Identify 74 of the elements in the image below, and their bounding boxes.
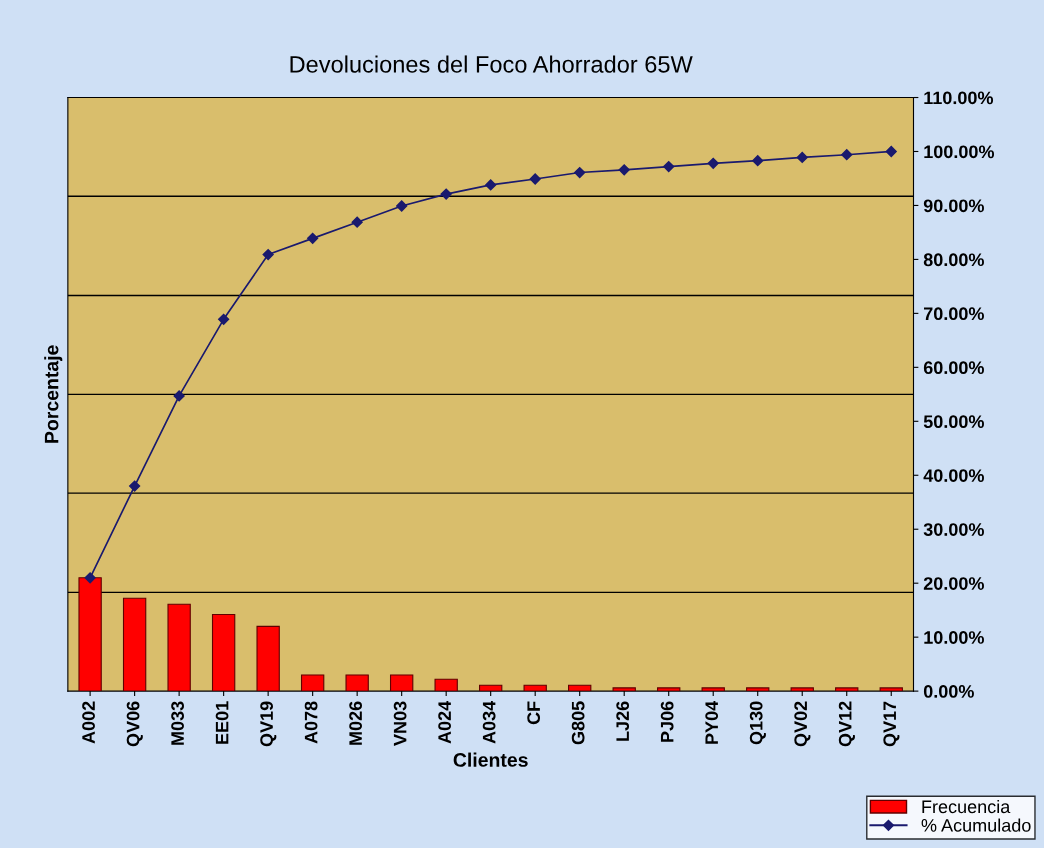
bar bbox=[300, 674, 325, 692]
x-tick-label: VN03 bbox=[393, 701, 407, 746]
x-tick-label: QV17 bbox=[883, 701, 900, 747]
y-tick-label: 30.00% bbox=[923, 523, 984, 536]
bar bbox=[612, 687, 636, 692]
point bbox=[218, 313, 230, 325]
legend-label: % Acumulado bbox=[921, 818, 1031, 832]
point bbox=[752, 155, 764, 167]
bar bbox=[657, 687, 681, 692]
y-tick-label: 0.00% bbox=[923, 685, 974, 698]
point bbox=[663, 160, 675, 173]
y-tick-label: 10.00% bbox=[924, 631, 984, 644]
point bbox=[485, 179, 497, 191]
x-tick-label: M026 bbox=[349, 701, 362, 745]
x-tick-label: QV06 bbox=[126, 701, 143, 747]
y-axis-title: Porcentaje bbox=[44, 345, 63, 443]
point bbox=[574, 166, 586, 179]
x-tick-label: CF bbox=[527, 701, 541, 725]
bar bbox=[523, 684, 547, 692]
y-tick-label: 110.00% bbox=[924, 91, 994, 105]
x-tick-label: QV02 bbox=[794, 701, 811, 747]
y-tick-label: 40.00% bbox=[923, 469, 984, 482]
point bbox=[707, 157, 719, 169]
point bbox=[618, 164, 630, 176]
bar bbox=[78, 577, 102, 692]
x-tick-label: Q130 bbox=[749, 701, 766, 745]
bar bbox=[478, 684, 503, 692]
bar bbox=[434, 678, 458, 692]
point bbox=[841, 149, 853, 161]
point bbox=[396, 200, 408, 212]
point bbox=[307, 232, 319, 244]
bar bbox=[701, 687, 725, 692]
x-tick-label: QV12 bbox=[838, 701, 855, 747]
x-tick-label: M033 bbox=[171, 701, 184, 745]
y-tick-label: 100.00% bbox=[924, 145, 995, 159]
x-tick-label: A034 bbox=[482, 700, 496, 744]
point bbox=[529, 173, 541, 185]
x-tick-label: LJ26 bbox=[616, 701, 630, 741]
x-axis-title: Clientes bbox=[453, 752, 528, 767]
x-tick-label: QV19 bbox=[260, 701, 277, 747]
bar bbox=[746, 687, 770, 692]
x-tick-label: G805 bbox=[571, 701, 585, 745]
bar bbox=[790, 687, 814, 692]
point bbox=[173, 390, 185, 402]
point bbox=[351, 216, 363, 228]
y-tick-label: 60.00% bbox=[923, 361, 984, 375]
point bbox=[440, 188, 452, 200]
point bbox=[129, 480, 141, 492]
point bbox=[885, 145, 897, 158]
point bbox=[84, 572, 96, 584]
y-tick-label: 20.00% bbox=[923, 577, 984, 590]
x-tick-label: A078 bbox=[304, 701, 318, 744]
x-tick-label: A002 bbox=[82, 701, 95, 744]
bar bbox=[879, 687, 903, 692]
x-tick-label: A024 bbox=[438, 700, 452, 744]
x-tick-label: PY04 bbox=[705, 700, 719, 744]
x-tick-label: EE01 bbox=[215, 701, 229, 744]
bar bbox=[122, 597, 147, 692]
y-tick-label: 80.00% bbox=[923, 253, 984, 267]
point bbox=[262, 248, 274, 261]
bar bbox=[345, 674, 369, 692]
point bbox=[796, 151, 808, 164]
y-tick-label: 90.00% bbox=[923, 199, 984, 213]
bar bbox=[389, 674, 414, 692]
y-tick-label: 50.00% bbox=[923, 415, 984, 429]
y-tick-label: 70.00% bbox=[924, 307, 984, 321]
bar bbox=[256, 625, 280, 692]
bar bbox=[211, 613, 236, 692]
chart-title: Devoluciones del Foco Ahorrador 65W bbox=[290, 55, 693, 73]
x-tick-label: PJ06 bbox=[660, 701, 674, 742]
bar bbox=[568, 684, 592, 692]
legend-label: Frecuencia bbox=[922, 799, 1011, 814]
bar bbox=[167, 603, 191, 692]
bar bbox=[835, 687, 859, 692]
